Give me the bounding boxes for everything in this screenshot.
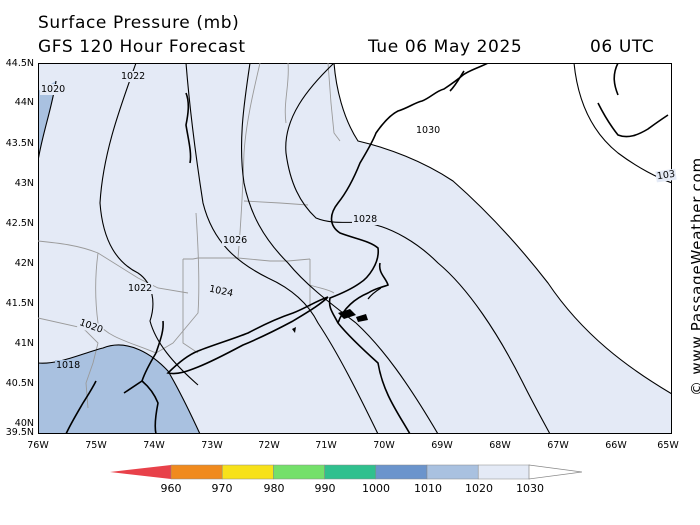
scale-swatch: [273, 464, 325, 480]
scale-swatch: [170, 464, 223, 480]
scale-swatch: [426, 464, 479, 480]
lon-label: 66W: [605, 440, 627, 451]
isobar-label: 1022: [120, 71, 147, 82]
isobar-1022: [99, 63, 199, 386]
isobar-1018: [38, 344, 201, 434]
scale-swatch: [324, 464, 377, 480]
scale-arrow-high: [528, 464, 582, 480]
scale-label: 970: [211, 482, 233, 495]
lon-label: 70W: [373, 440, 395, 451]
credit-text: © www.PassageWeather.com: [688, 157, 700, 396]
lat-label: 41.5N: [5, 298, 34, 309]
lon-label: 76W: [27, 440, 49, 451]
scale-arrow-low: [110, 465, 171, 479]
isobar-label: 1022: [127, 283, 154, 294]
scale-swatch: [375, 464, 428, 480]
scale-label: 1010: [414, 482, 442, 495]
lon-label: 75W: [85, 440, 107, 451]
isobar-label: 103: [655, 168, 677, 183]
isobar-label: 1018: [55, 360, 82, 371]
coastline: [65, 63, 669, 434]
forecast-date: Tue 06 May 2025: [368, 37, 523, 57]
isobar-label: 1026: [222, 235, 249, 246]
lat-label: 43.5N: [5, 138, 34, 149]
scale-label: 960: [160, 482, 182, 495]
lon-label: 73W: [201, 440, 223, 451]
isobar-1024: [185, 63, 379, 434]
map-title: Surface Pressure (mb): [38, 13, 240, 33]
forecast-label: GFS 120 Hour Forecast: [38, 37, 246, 57]
isobar-1026: [241, 63, 439, 434]
isobar-label: 1030: [415, 125, 442, 136]
lat-label: 44N: [14, 97, 34, 108]
isobar-label: 1020: [40, 84, 67, 95]
map-frame: [38, 63, 672, 434]
lat-label: 42N: [14, 258, 34, 269]
pressure-band-above-1030: [334, 63, 672, 394]
lon-label: 72W: [258, 440, 280, 451]
pressure-map[interactable]: [38, 63, 672, 434]
scale-swatch: [221, 464, 274, 480]
scale-label: 1030: [516, 482, 544, 495]
lat-label: 39.5N: [5, 427, 34, 438]
isobar-label: 1028: [352, 214, 379, 225]
lon-label: 67W: [547, 440, 569, 451]
isobar-1032: [573, 63, 672, 184]
lon-label: 68W: [489, 440, 511, 451]
forecast-time: 06 UTC: [590, 37, 655, 57]
isobar-1030: [333, 63, 672, 395]
lat-label: 40.5N: [5, 378, 34, 389]
lat-label: 40N: [14, 418, 34, 429]
lon-label: 65W: [657, 440, 679, 451]
lon-label: 71W: [315, 440, 337, 451]
lat-label: 44.5N: [5, 58, 34, 69]
scale-swatch: [477, 464, 530, 480]
lat-label: 42.5N: [5, 218, 34, 229]
scale-label: 1000: [362, 482, 390, 495]
isobars: [38, 63, 672, 434]
scale-label: 980: [263, 482, 285, 495]
lon-label: 74W: [143, 440, 165, 451]
lat-label: 43N: [14, 178, 34, 189]
scale-label: 990: [314, 482, 336, 495]
lon-label: 69W: [431, 440, 453, 451]
islands: [292, 309, 368, 333]
scale-label: 1020: [465, 482, 493, 495]
pressure-color-scale: [110, 464, 582, 480]
lat-label: 41N: [14, 338, 34, 349]
